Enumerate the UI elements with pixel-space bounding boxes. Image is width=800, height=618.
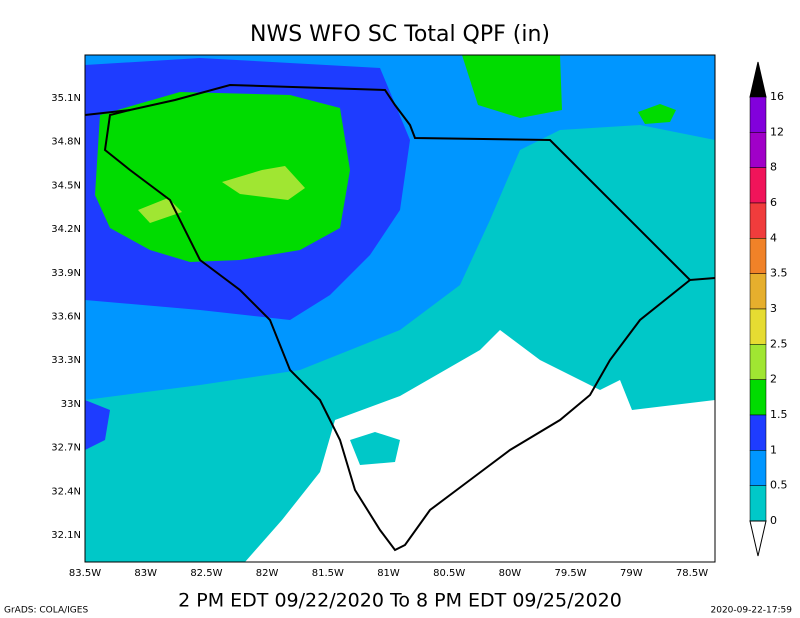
lat-label: 33.6N bbox=[51, 312, 81, 323]
colorbar-label: 0 bbox=[770, 514, 777, 527]
colorbar-bin bbox=[749, 167, 767, 204]
lon-label: 83.5W bbox=[69, 568, 101, 579]
state-outline bbox=[84, 83, 716, 282]
lat-label: 32.4N bbox=[51, 486, 81, 497]
colorbar-label: 16 bbox=[770, 90, 784, 103]
lat-label: 34.2N bbox=[51, 224, 81, 235]
colorbar-bin bbox=[749, 414, 767, 451]
lat-label: 34.5N bbox=[51, 180, 81, 191]
coast-border bbox=[103, 109, 691, 552]
lat-label: 35.1N bbox=[51, 93, 81, 104]
lat-label: 32.7N bbox=[51, 443, 81, 454]
lon-label: 80.5W bbox=[433, 568, 465, 579]
lat-label: 32.1N bbox=[51, 530, 81, 541]
area-white bbox=[245, 330, 715, 562]
colorbar-label: 0.5 bbox=[770, 479, 788, 492]
colorbar-label: 3.5 bbox=[770, 267, 788, 280]
colorbar-bin bbox=[749, 485, 767, 522]
map bbox=[84, 54, 716, 563]
colorbar-bin bbox=[749, 308, 767, 345]
area-green-ne bbox=[462, 55, 562, 118]
area-cyan-spot bbox=[350, 432, 400, 465]
area-lightgreen-2 bbox=[138, 198, 182, 223]
area-blue-small bbox=[85, 400, 110, 450]
colorbar-over bbox=[749, 61, 767, 98]
colorbar-label: 4 bbox=[770, 231, 777, 244]
lon-label: 82.5W bbox=[190, 568, 222, 579]
map-frame bbox=[84, 54, 716, 563]
axis-labels: 35.1N 34.8N 34.5N 34.2N 33.9N 33.6N 33.3N 33N 32… bbox=[51, 93, 708, 579]
title: NWS WFO SC Total QPF (in) bbox=[250, 22, 550, 47]
colorbar-bin bbox=[749, 273, 767, 310]
lon-label: 81.5W bbox=[312, 568, 344, 579]
colorbar-label: 3 bbox=[770, 302, 777, 315]
colorbar-bin bbox=[749, 379, 767, 416]
colorbar-label: 12 bbox=[770, 125, 784, 138]
lon-label: 80W bbox=[499, 568, 522, 579]
timestamp: 2020-09-22-17:59 bbox=[711, 606, 793, 616]
colorbar-label: 2.5 bbox=[770, 337, 788, 350]
lat-label: 33.9N bbox=[51, 268, 81, 279]
lon-label: 82W bbox=[256, 568, 279, 579]
colorbar-label: 1.5 bbox=[770, 408, 788, 421]
lon-label: 79.5W bbox=[555, 568, 587, 579]
colorbar-bin bbox=[749, 96, 767, 133]
lon-label: 78.5W bbox=[676, 568, 708, 579]
colorbar-bin bbox=[749, 238, 767, 274]
lon-label: 83W bbox=[134, 568, 157, 579]
colorbar-label: 2 bbox=[770, 373, 777, 386]
colorbar-under bbox=[749, 520, 767, 557]
subtitle: 2 PM EDT 09/22/2020 To 8 PM EDT 09/25/20… bbox=[178, 590, 622, 612]
area-lightgreen bbox=[222, 166, 305, 200]
lon-label: 79W bbox=[620, 568, 643, 579]
colorbar-label: 8 bbox=[770, 161, 777, 174]
colorbar-label: 1 bbox=[770, 443, 777, 456]
colorbar-label: 6 bbox=[770, 196, 777, 209]
colorbar-bin bbox=[749, 132, 767, 168]
area-green-e bbox=[638, 104, 676, 124]
colorbar-bin bbox=[749, 344, 767, 380]
colorbar: 16 12 8 6 4 3.5 3 2.5 2 1.5 1 0.5 0 bbox=[749, 61, 788, 557]
credit: GrADS: COLA/IGES bbox=[4, 606, 88, 616]
lat-label: 34.8N bbox=[51, 137, 81, 148]
lat-label: 33.3N bbox=[51, 355, 81, 366]
colorbar-bin bbox=[749, 450, 767, 486]
lon-label: 81W bbox=[377, 568, 400, 579]
area-green bbox=[95, 92, 350, 262]
lat-label: 33N bbox=[61, 399, 81, 410]
colorbar-bin bbox=[749, 202, 767, 239]
